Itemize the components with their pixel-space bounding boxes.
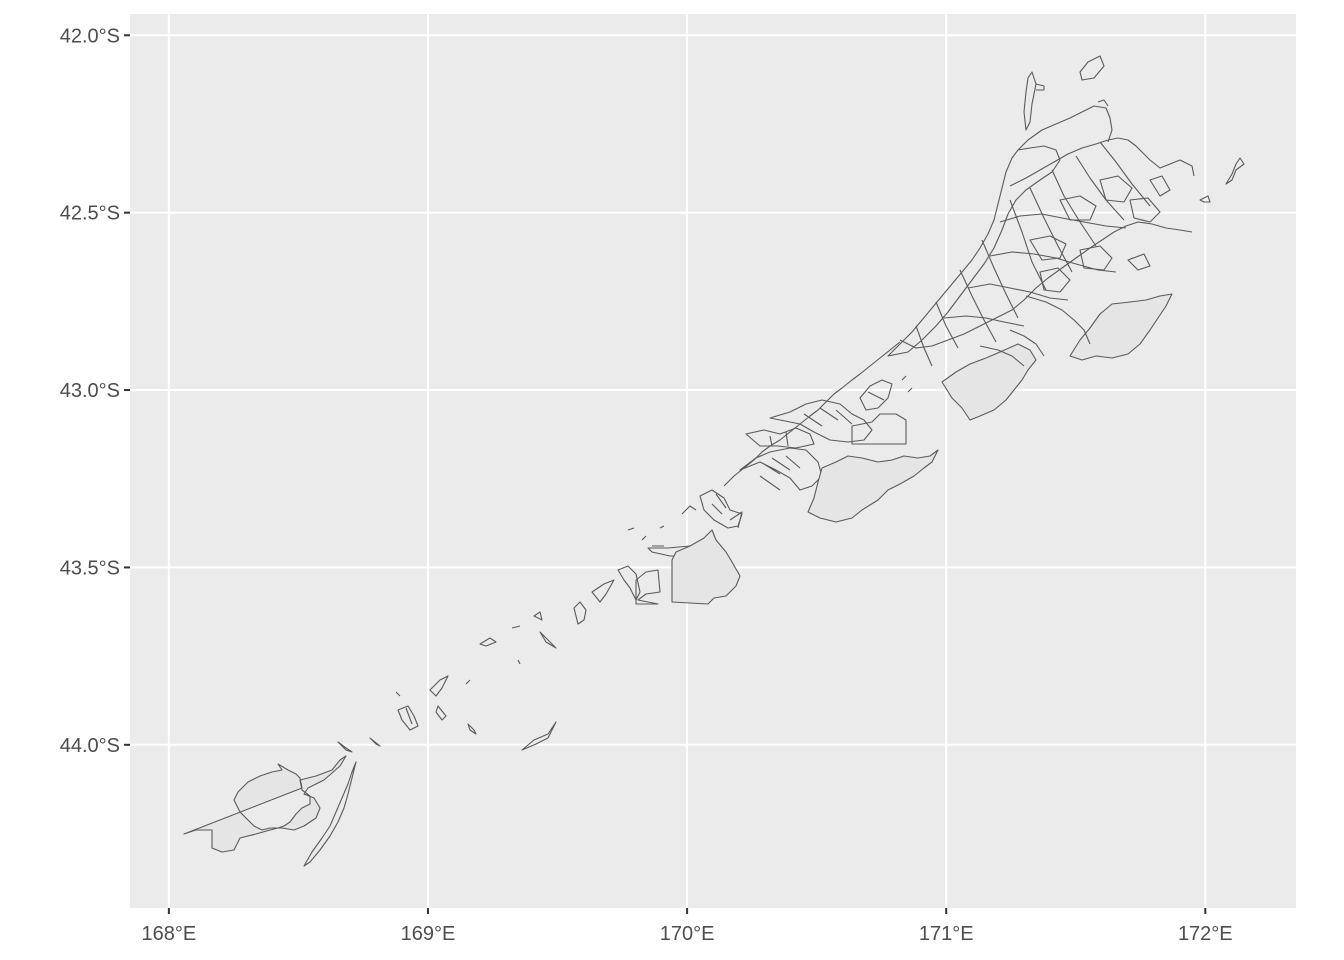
x-tick-label: 168°E [142, 923, 197, 945]
region-polygon [887, 145, 1061, 357]
region-polygon [915, 141, 1151, 367]
y-tick-label: 43.5°S [60, 557, 120, 579]
region-polygon [465, 679, 471, 685]
region-polygon [303, 761, 357, 867]
x-tick-label: 170°E [660, 923, 715, 945]
region-polygon [1225, 157, 1245, 185]
region-polygon [511, 625, 521, 629]
region-polygon [521, 721, 557, 751]
region-polygon [729, 511, 743, 529]
region-polygon [1009, 137, 1195, 187]
region-polygon [769, 399, 873, 443]
region-polygon [901, 375, 913, 393]
y-tick-label: 44.0°S [60, 735, 120, 757]
region-polygon [397, 705, 419, 731]
region-polygon [859, 379, 893, 411]
region-polygon [1127, 175, 1171, 271]
region-polygon [681, 505, 697, 515]
region-polygon [635, 569, 661, 605]
region-polygon [671, 529, 741, 605]
region-polygon [659, 525, 665, 529]
region-polygon [369, 737, 381, 747]
region-polygon [395, 691, 401, 697]
region-polygon [899, 221, 1193, 349]
region-polygon [429, 675, 449, 697]
region-polygon [851, 413, 907, 445]
region-polygon [1017, 105, 1113, 151]
region-polygon [1079, 55, 1105, 81]
region-polygon [1097, 99, 1109, 107]
x-tick-label: 172°E [1178, 923, 1233, 945]
region-polygon [591, 579, 615, 603]
region-polygon [337, 741, 353, 753]
region-polygon [479, 637, 497, 647]
y-tick-label: 43.0°S [60, 380, 120, 402]
axes: 168°E 169°E 170°E 171°E 172°E 42.0°S 42.5°S 43… [60, 25, 1233, 945]
map-panel-background [130, 14, 1296, 908]
region-polygon [979, 295, 1091, 367]
y-axis: 42.0°S 42.5°S 43.0°S 43.5°S 44.0°S [60, 25, 130, 757]
x-tick-label: 169°E [401, 923, 456, 945]
region-polygon [627, 527, 664, 547]
region-polygon [745, 427, 815, 449]
region-polygon [467, 723, 477, 735]
x-tick-label: 171°E [919, 923, 974, 945]
region-polygon [573, 601, 587, 625]
region-polygon [807, 449, 939, 523]
region-polygon [617, 565, 641, 601]
region-polygon [539, 631, 557, 649]
region-polygon [533, 611, 543, 621]
region-polygon [435, 705, 447, 721]
region-polygon [183, 755, 347, 853]
y-tick-label: 42.0°S [60, 25, 120, 47]
y-tick-label: 42.5°S [60, 203, 120, 225]
region-polygon [1069, 293, 1173, 361]
region-polygon [517, 659, 521, 665]
region-polygon [1029, 175, 1161, 293]
region-polygon [1199, 195, 1211, 203]
region-polygons [183, 55, 1245, 867]
x-axis: 168°E 169°E 170°E 171°E 172°E [142, 908, 1233, 945]
region-polygon [941, 343, 1037, 421]
region-polygon [1023, 71, 1045, 131]
